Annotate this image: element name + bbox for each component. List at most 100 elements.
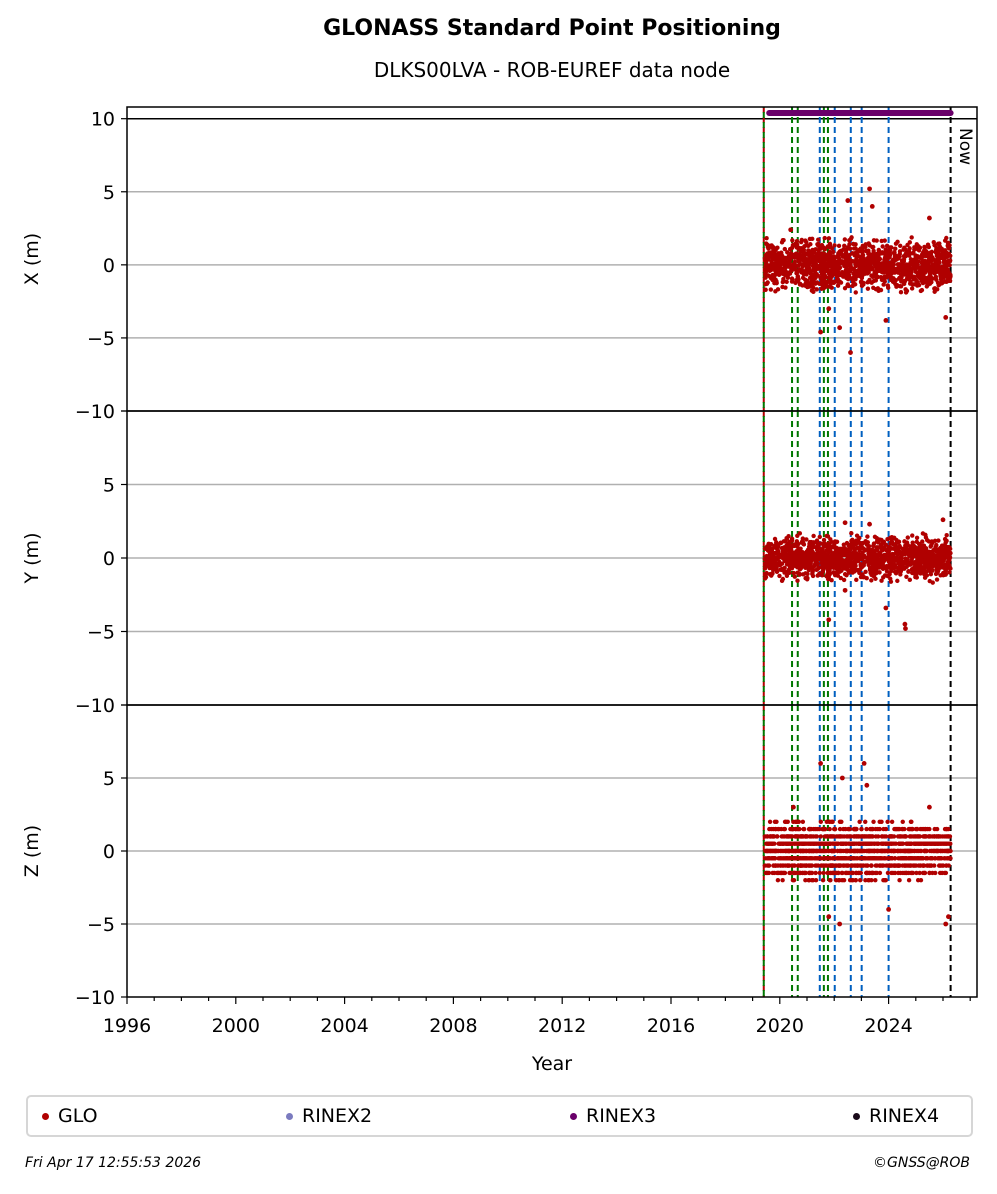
- data-point: [897, 878, 902, 883]
- data-point: [936, 282, 941, 288]
- data-point: [910, 826, 915, 832]
- data-point: [866, 562, 871, 568]
- data-point: [796, 819, 802, 824]
- data-point: [880, 263, 886, 268]
- data-point: [876, 254, 881, 259]
- data-point: [870, 547, 875, 553]
- data-point: [766, 250, 772, 256]
- data-point: [825, 268, 830, 274]
- data-point: [874, 238, 879, 243]
- data-point: [922, 275, 927, 280]
- data-point: [932, 834, 937, 839]
- data-point: [779, 834, 784, 839]
- data-point: [818, 819, 824, 824]
- data-point: [848, 841, 853, 846]
- data-point: [906, 878, 912, 883]
- data-point: [894, 268, 900, 274]
- data-point: [829, 285, 834, 290]
- data-point: [867, 277, 872, 283]
- data-point: [919, 848, 924, 854]
- data-point: [796, 259, 802, 264]
- data-point: [915, 548, 921, 554]
- data-point: [824, 533, 829, 539]
- data-point: [783, 819, 789, 824]
- data-point: [827, 819, 832, 824]
- data-point: [817, 550, 822, 556]
- data-point: [815, 848, 821, 854]
- y-axis-label: X (m): [21, 233, 43, 285]
- data-point: [881, 834, 887, 839]
- data-point: [938, 562, 944, 567]
- data-point: [876, 247, 882, 253]
- data-point: [934, 260, 939, 265]
- data-point: [873, 560, 879, 565]
- data-point: [783, 863, 788, 868]
- data-point: [895, 239, 900, 244]
- data-point: [854, 577, 859, 583]
- data-point: [822, 235, 827, 241]
- outlier-point: [826, 914, 832, 920]
- data-point: [770, 261, 776, 267]
- data-point: [841, 826, 846, 832]
- data-point: [930, 568, 935, 573]
- data-point: [911, 258, 917, 263]
- data-point: [779, 870, 784, 876]
- data-point: [919, 564, 924, 570]
- data-point: [947, 555, 953, 560]
- data-point: [859, 275, 865, 281]
- data-point: [944, 863, 949, 868]
- data-point: [844, 540, 850, 546]
- data-point: [871, 574, 877, 579]
- data-point: [784, 848, 790, 854]
- data-point: [935, 563, 940, 568]
- data-point: [768, 287, 774, 292]
- data-point: [857, 570, 862, 576]
- data-point: [900, 270, 905, 276]
- data-point: [833, 539, 838, 545]
- data-point: [795, 841, 801, 846]
- data-point: [798, 863, 803, 868]
- data-point: [906, 848, 911, 854]
- outlier-point: [839, 775, 845, 781]
- data-point: [795, 278, 800, 284]
- data-point: [805, 562, 810, 568]
- data-point: [771, 556, 777, 561]
- data-point: [924, 251, 929, 256]
- data-point: [872, 848, 878, 854]
- data-point: [898, 243, 903, 249]
- data-point: [817, 571, 822, 576]
- data-point: [832, 243, 837, 248]
- data-point: [917, 275, 922, 280]
- data-point: [839, 261, 844, 266]
- data-point: [790, 555, 795, 560]
- data-point: [857, 878, 863, 883]
- x-tick-label: 2008: [429, 1015, 477, 1037]
- data-point: [944, 532, 949, 538]
- data-point: [846, 256, 851, 261]
- data-point: [823, 262, 828, 267]
- data-point: [777, 573, 782, 579]
- data-point: [863, 819, 868, 824]
- data-point: [896, 276, 902, 281]
- data-point: [898, 284, 904, 289]
- data-point: [803, 834, 808, 839]
- data-point: [892, 569, 898, 575]
- outlier-point: [848, 350, 853, 355]
- data-point: [932, 826, 937, 832]
- data-point: [784, 834, 789, 839]
- legend-marker: [42, 1112, 49, 1120]
- data-point: [827, 826, 832, 832]
- data-point: [762, 576, 768, 581]
- data-point: [912, 848, 917, 854]
- data-point: [919, 268, 924, 273]
- data-point: [825, 566, 831, 572]
- data-point: [766, 863, 772, 868]
- data-point: [886, 555, 892, 560]
- data-point: [812, 261, 818, 266]
- data-point: [907, 863, 913, 868]
- data-point: [942, 270, 947, 275]
- data-point: [897, 543, 902, 549]
- data-point: [847, 238, 852, 243]
- data-point: [793, 826, 799, 832]
